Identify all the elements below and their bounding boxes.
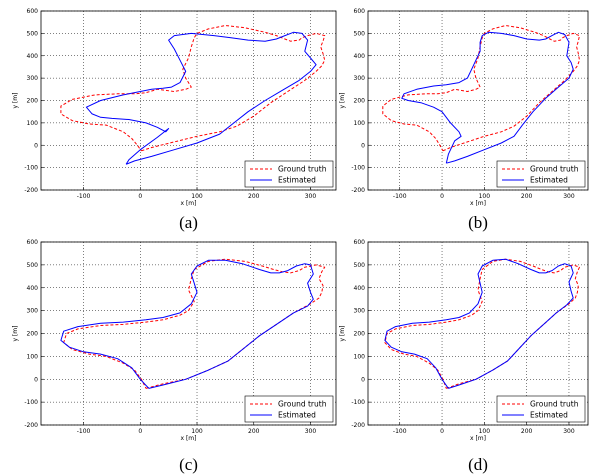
y-tick-label: 600 [27,239,39,246]
x-tick-label: 200 [521,193,533,200]
x-axis-label: x [m] [470,435,486,442]
y-tick-label: -100 [24,165,38,172]
y-tick-label: 600 [27,8,39,15]
x-tick-label: 0 [138,428,142,435]
x-tick-label: 100 [479,428,491,435]
x-axis-label: x [m] [470,200,486,207]
legend: Ground truth Estimated [497,396,585,422]
ground-truth-line [383,26,580,151]
legend-label-estimated: Estimated [530,411,568,420]
y-tick-label: 500 [354,262,366,269]
panel-caption: (d) [468,455,488,474]
chart-panel: -100 0 100 200 300 -200 -100 0 100 200 300 400 500 60… [12,8,336,232]
x-tick-label: -100 [393,428,407,435]
x-tick-label: 100 [191,428,203,435]
y-tick-label: 200 [354,331,366,338]
x-axis-label: x [m] [181,200,197,207]
y-tick-label: 100 [27,120,39,127]
x-tick-label: 300 [563,428,575,435]
legend: Ground truth Estimated [245,396,333,422]
y-axis-label: y [m] [12,326,19,342]
y-tick-label: 200 [27,331,39,338]
estimated-line [86,32,316,164]
ground-truth-line [385,259,580,388]
estimated-line [385,259,573,388]
ground-truth-line [64,259,325,388]
panel-caption: (b) [468,213,488,232]
y-tick-label: 600 [354,8,366,15]
legend-label-estimated: Estimated [278,411,316,420]
y-tick-label: 100 [354,120,366,127]
y-tick-label: 200 [27,98,39,105]
y-tick-label: 300 [27,308,39,315]
y-tick-label: 500 [27,262,39,269]
y-tick-label: -200 [351,187,365,194]
y-tick-label: -100 [351,165,365,172]
x-tick-label: 100 [191,193,203,200]
y-tick-label: 0 [361,142,365,149]
x-tick-label: 200 [248,428,260,435]
y-tick-label: 400 [354,53,366,60]
x-tick-label: -100 [393,193,407,200]
y-tick-label: 500 [27,30,39,37]
y-tick-label: -200 [24,187,38,194]
x-tick-label: 200 [521,428,533,435]
legend-label-estimated: Estimated [278,176,316,185]
legend-label-ground-truth: Ground truth [278,400,327,409]
y-tick-label: -200 [24,422,38,429]
y-tick-label: 0 [361,376,365,383]
legend: Ground truth Estimated [497,161,585,187]
chart-panel: -100 0 100 200 300 -200 -100 0 100 200 300 400 500 60… [339,8,588,232]
y-tick-label: 100 [27,353,39,360]
x-tick-label: 0 [440,193,444,200]
panel-caption: (a) [179,213,198,232]
y-tick-label: 100 [354,353,366,360]
y-tick-label: 400 [27,53,39,60]
y-tick-label: 500 [354,30,366,37]
x-tick-label: 300 [563,193,575,200]
y-tick-label: 300 [354,308,366,315]
x-tick-label: 0 [440,428,444,435]
y-tick-label: 600 [354,239,366,246]
estimated-line [61,260,313,388]
y-tick-label: -200 [351,422,365,429]
x-tick-label: -100 [77,193,91,200]
legend-label-ground-truth: Ground truth [278,165,327,174]
x-tick-label: 100 [479,193,491,200]
legend-label-ground-truth: Ground truth [530,400,579,409]
y-tick-label: 300 [27,75,39,82]
legend-label-estimated: Estimated [530,176,568,185]
y-tick-label: 200 [354,98,366,105]
x-axis-label: x [m] [181,435,197,442]
x-tick-label: 300 [305,428,317,435]
y-axis-label: y [m] [339,326,346,342]
y-tick-label: 400 [27,285,39,292]
legend-label-ground-truth: Ground truth [530,165,579,174]
legend: Ground truth Estimated [245,161,333,187]
y-tick-label: 0 [34,376,38,383]
x-tick-label: 200 [248,193,260,200]
chart-panel: -100 0 100 200 300 -200 -100 0 100 200 300 400 500 60… [12,239,336,474]
estimated-line [402,32,573,163]
y-axis-label: y [m] [12,93,19,109]
x-tick-label: 0 [138,193,142,200]
y-tick-label: 300 [354,75,366,82]
y-tick-label: 400 [354,285,366,292]
x-tick-label: 300 [305,193,317,200]
x-tick-label: -100 [77,428,91,435]
y-axis-label: y [m] [339,93,346,109]
y-tick-label: 0 [34,142,38,149]
y-tick-label: -100 [24,399,38,406]
y-tick-label: -100 [351,399,365,406]
panel-caption: (c) [179,455,198,474]
chart-panel: -100 0 100 200 300 -200 -100 0 100 200 300 400 500 60… [339,239,588,474]
